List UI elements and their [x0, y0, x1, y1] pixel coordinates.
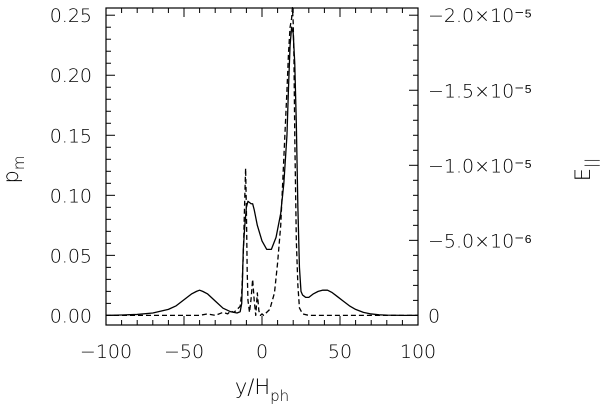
y-right-axis-label-main: E: [571, 168, 595, 181]
y-left-axis-label-main: p: [0, 170, 23, 183]
y-left-tick-label: 0.05: [50, 245, 92, 267]
y-right-tick-label: −2.0×10⁻⁵: [428, 5, 532, 27]
y-left-axis-label-sub: m: [10, 156, 28, 171]
y-right-tick-label: −1.5×10⁻⁵: [428, 80, 532, 102]
y-right-tick-label: −5.0×10⁻⁶: [428, 230, 532, 252]
x-tick-label: −100: [80, 341, 132, 363]
y-left-tick-label: 0.00: [50, 305, 92, 327]
x-tick-label: 100: [400, 341, 436, 363]
x-tick-label: −50: [164, 341, 204, 363]
y-right-tick-label: 0: [428, 305, 440, 327]
y-right-axis-label: E||: [571, 158, 600, 181]
y-right-axis-label-sub: ||: [582, 158, 600, 168]
labels-group: −100 −50 0 50 100 0.00 0.05 0.10 0.15 0.20 0.25 0 −5…: [0, 5, 600, 405]
y-right-tick-label: −1.0×10⁻⁵: [428, 155, 532, 177]
y-left-axis-label: pm: [0, 156, 28, 184]
y-left-tick-label: 0.25: [50, 5, 92, 27]
x-axis-label-sub: ph: [270, 387, 289, 405]
x-tick-label: 50: [328, 341, 352, 363]
plot-group: [105, 7, 418, 317]
y-left-tick-label: 0.20: [50, 65, 92, 87]
x-axis-label: y/Hph: [235, 375, 289, 405]
x-axis-label-main: y/H: [235, 375, 270, 399]
series-pm-solid-line: [105, 26, 418, 317]
axes-group: [105, 7, 419, 326]
x-tick-label: 0: [256, 341, 268, 363]
y-left-tick-label: 0.10: [50, 185, 92, 207]
series-e-parallel-dashed-line: [106, 7, 418, 317]
plot-frame: [105, 7, 419, 326]
y-left-tick-label: 0.15: [50, 125, 92, 147]
